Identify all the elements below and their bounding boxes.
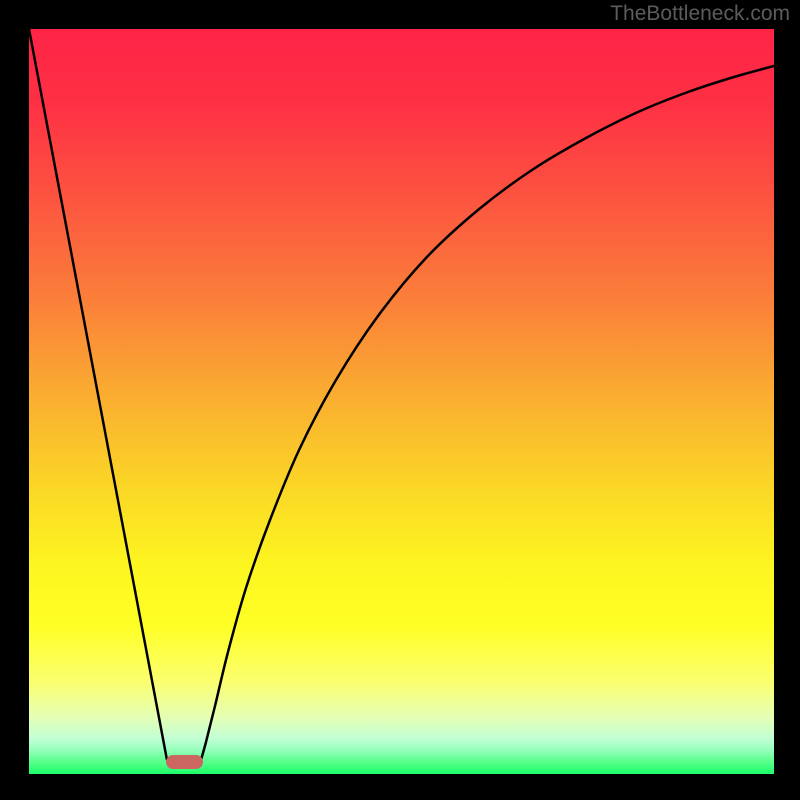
bottleneck-marker <box>166 755 203 769</box>
watermark-text: TheBottleneck.com <box>610 2 790 26</box>
plot-background <box>29 29 774 774</box>
chart-svg <box>0 0 800 800</box>
bottleneck-chart: TheBottleneck.com <box>0 0 800 800</box>
